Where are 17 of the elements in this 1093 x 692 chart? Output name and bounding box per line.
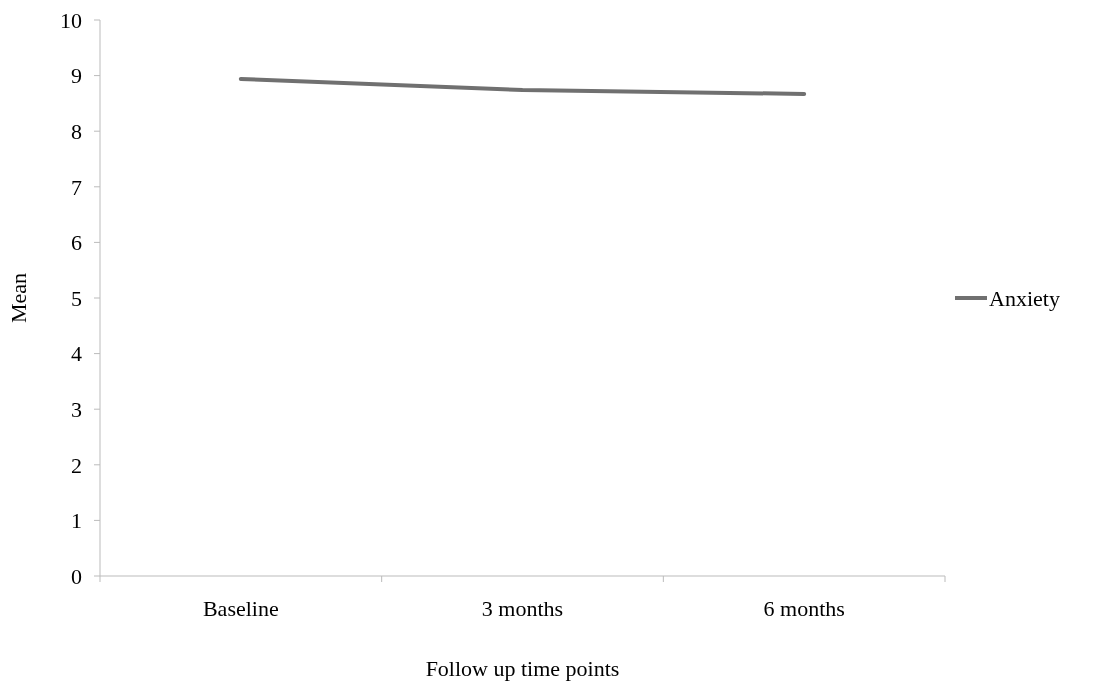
x-tick-label: 3 months <box>481 596 564 621</box>
y-tick-label: 10 <box>60 7 82 33</box>
y-tick-label: 8 <box>71 118 82 144</box>
y-tick-label: 5 <box>71 285 82 311</box>
y-tick-label: 2 <box>71 452 82 478</box>
y-tick-label: 9 <box>71 63 82 89</box>
y-tick-label: 4 <box>71 341 82 367</box>
y-axis-title: Mean <box>6 272 31 324</box>
x-tick-label: 6 months <box>763 596 845 621</box>
x-axis-title: Follow up time points <box>425 656 620 681</box>
legend-label: Anxiety <box>989 285 1060 311</box>
y-tick-label: 1 <box>71 508 82 534</box>
x-tick-label: Baseline <box>202 596 279 621</box>
y-tick-label: 0 <box>71 563 82 589</box>
y-tick-label: 3 <box>71 396 82 422</box>
y-tick-label: 6 <box>71 230 82 256</box>
y-tick-label: 7 <box>71 174 82 200</box>
